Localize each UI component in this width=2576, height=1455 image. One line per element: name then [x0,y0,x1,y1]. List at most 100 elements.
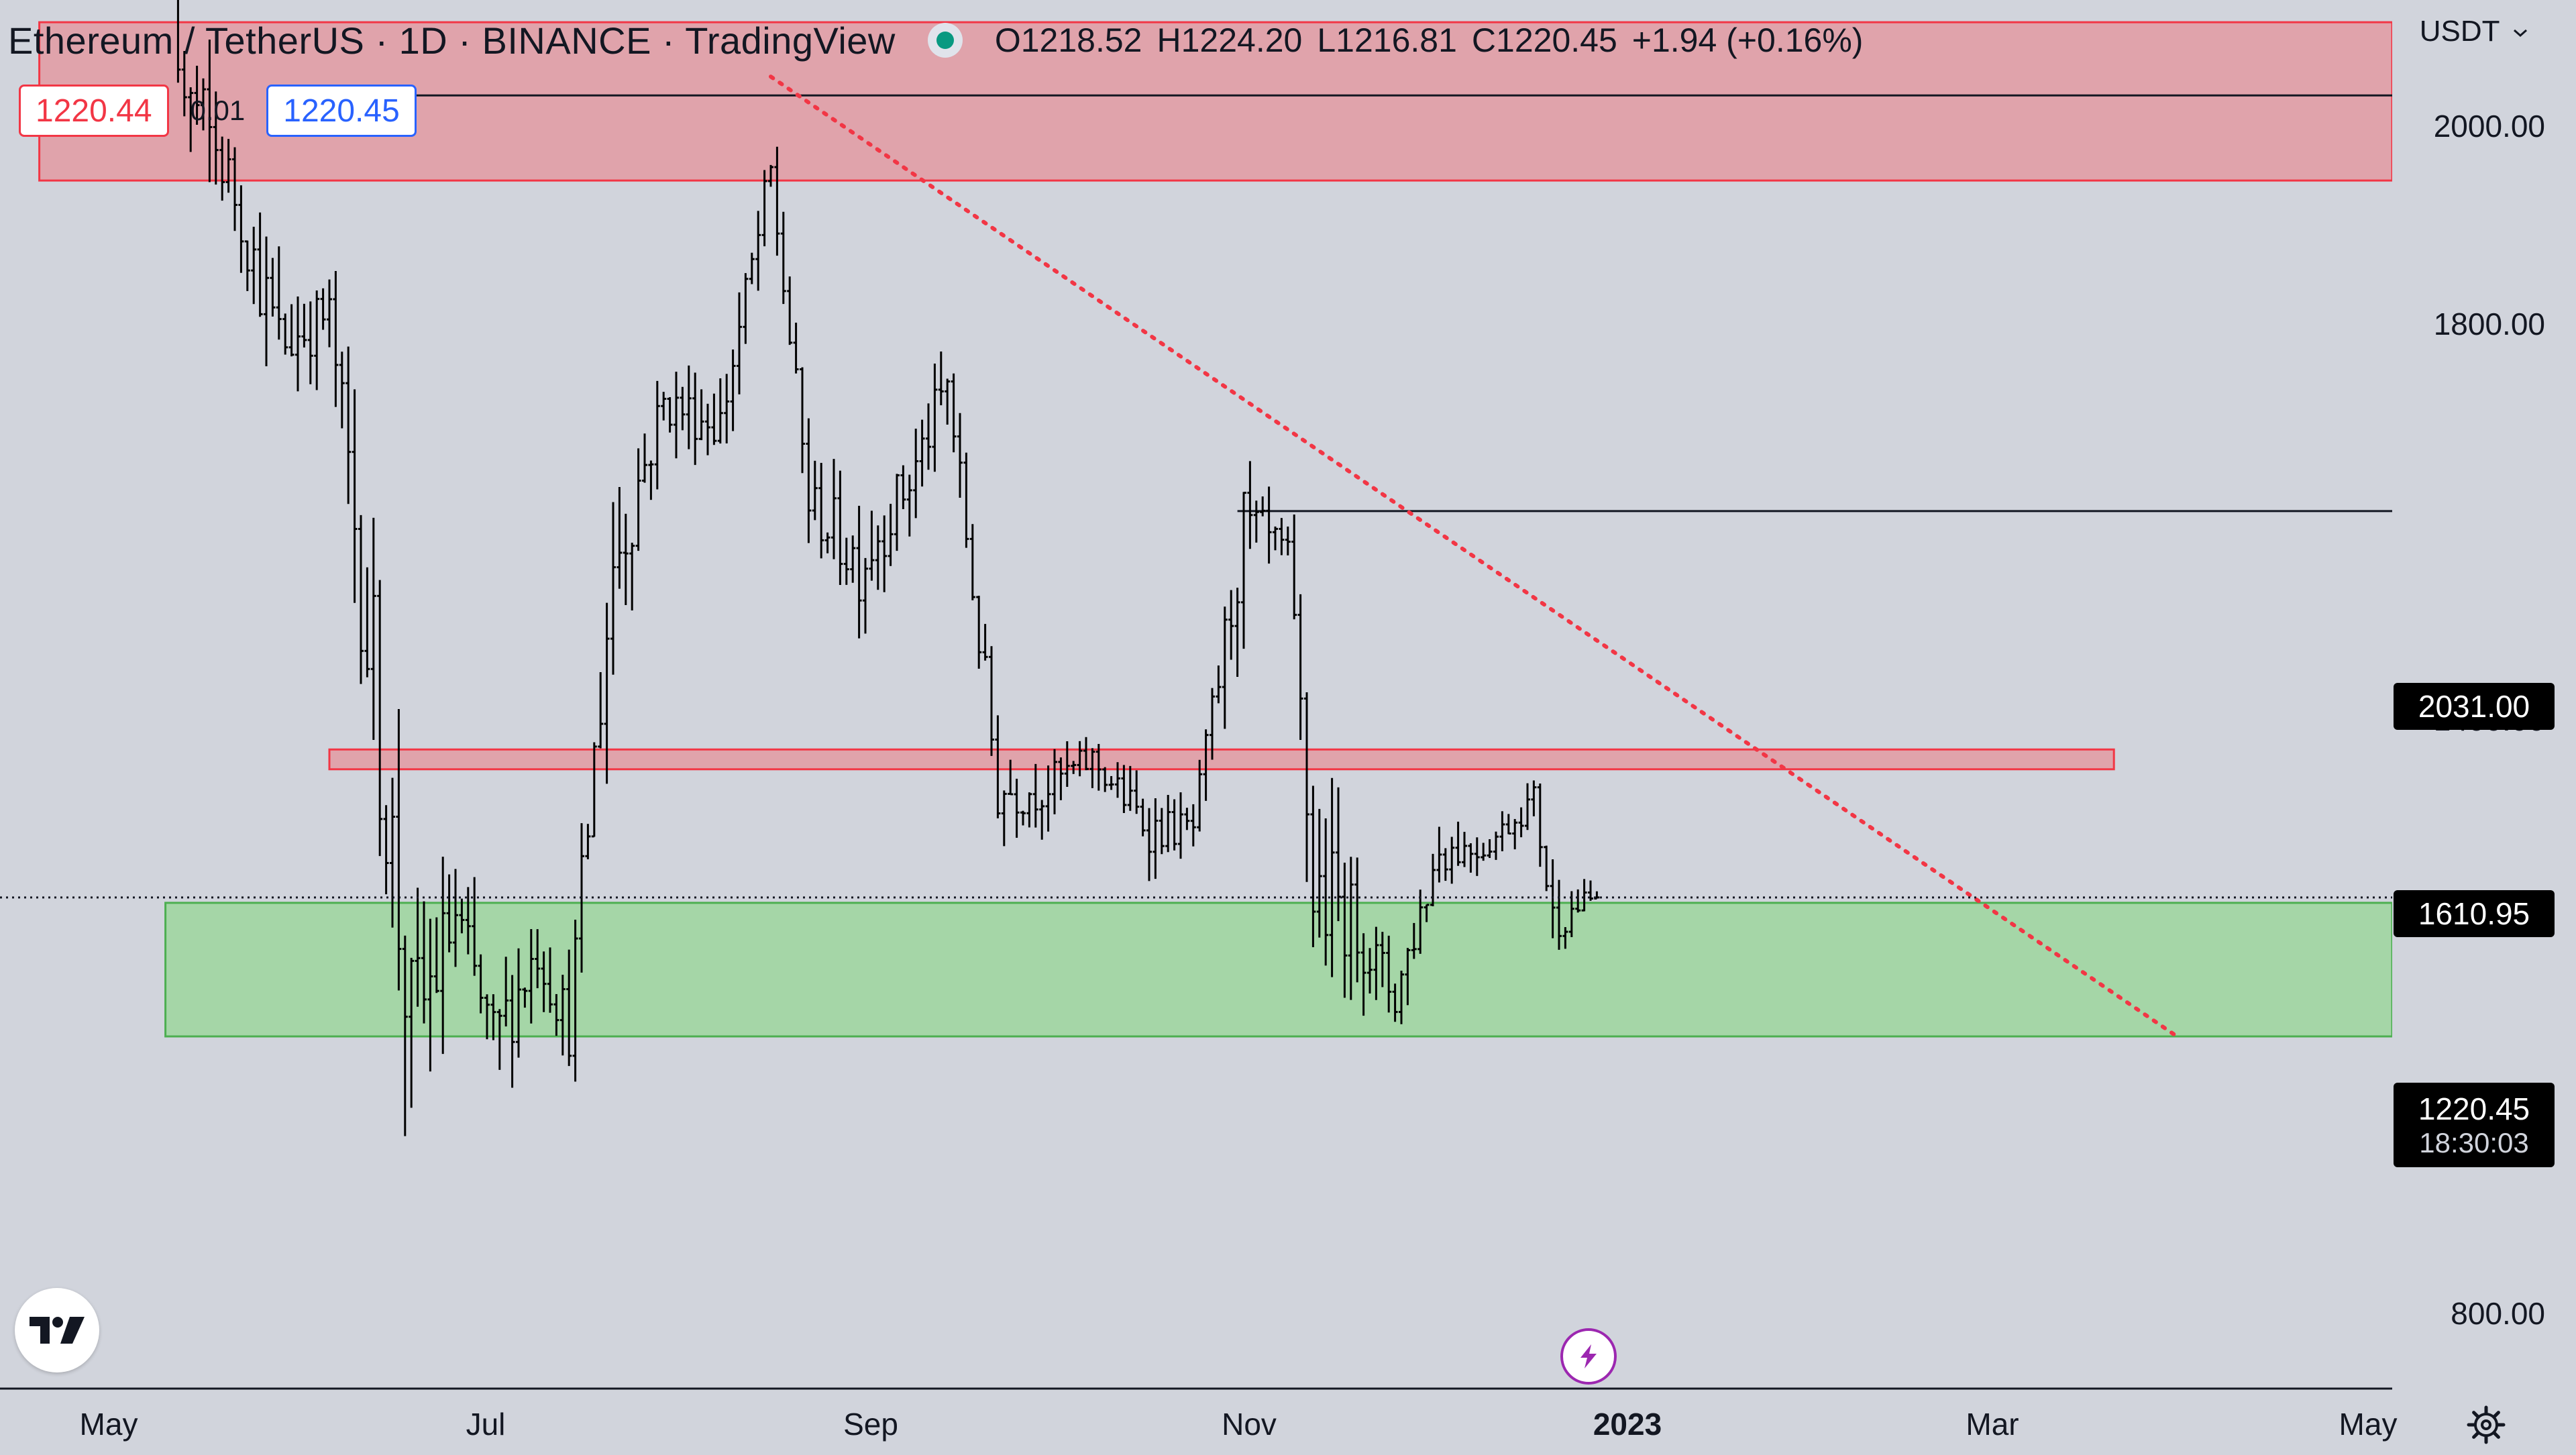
candle-73 [496,1009,502,1070]
candle-132 [869,510,875,581]
candle-182 [1184,808,1190,830]
candle-38 [276,246,282,340]
candle-45 [320,288,326,330]
candle-190 [1234,588,1240,677]
candle-171 [1115,762,1120,798]
trend-lines [769,74,2180,1038]
candle-56 [390,777,395,928]
candle-133 [875,525,881,590]
candle-88 [591,742,597,838]
candle-174 [1134,770,1140,814]
candle-230 [1487,839,1493,859]
candle-100 [667,397,673,433]
candle-202 [1310,786,1316,948]
candle-216 [1399,970,1404,1024]
candle-113 [749,252,755,284]
candle-23 [181,51,187,117]
candle-179 [1165,795,1171,853]
candle-94 [629,543,635,610]
candle-142 [932,364,938,472]
candle-65 [446,874,452,953]
candle-218 [1411,922,1417,959]
sell-button[interactable]: 1220.44 [19,85,169,137]
candle-159 [1039,800,1045,840]
candle-156 [1020,810,1026,826]
candle-242 [1562,927,1568,949]
candle-185 [1203,729,1209,801]
candle-110 [730,349,736,431]
candle-170 [1108,775,1114,790]
candle-239 [1544,845,1550,892]
candle-201 [1304,692,1309,882]
candle-147 [963,452,969,548]
candle-175 [1140,798,1146,837]
candle-31 [232,147,237,231]
time-tick-label: Sep [843,1407,898,1442]
candle-223 [1442,848,1448,881]
candle-30 [225,139,231,193]
ohlc-change: +1.94 (+0.16%) [1631,21,1864,59]
candle-210 [1360,933,1366,1016]
currency-label: USDT [2419,15,2500,48]
candle-164 [1071,761,1077,774]
candle-127 [837,470,843,586]
gear-icon[interactable] [2463,1402,2509,1448]
candle-90 [604,602,610,784]
currency-selector[interactable]: USDT [2420,15,2529,48]
candle-72 [490,994,496,1040]
candle-178 [1159,808,1165,855]
candle-149 [976,596,982,669]
candle-29 [219,136,225,201]
price-chart[interactable] [0,0,2392,1455]
candle-122 [806,418,812,543]
candle-222 [1436,826,1442,883]
candle-124 [818,463,824,559]
chevron-down-icon [2514,30,2527,38]
ohlc-low: L1216.81 [1317,21,1457,59]
candle-153 [1001,790,1007,847]
candle-152 [995,715,1001,818]
candle-140 [919,419,925,487]
time-tick-label: May [2339,1407,2398,1442]
candle-128 [843,537,849,585]
candle-49 [345,346,352,504]
candle-43 [307,301,313,384]
candle-130 [856,506,862,639]
price-marker-2031: 2031.00 [2394,683,2555,730]
candle-244 [1575,889,1581,913]
trade-panel: 1220.44 0.01 1220.45 [19,85,417,137]
candle-206 [1336,787,1341,922]
candle-180 [1171,799,1177,851]
price-tick-label: 800.00 [2451,1296,2545,1331]
symbol-title[interactable]: Ethereum / TetherUS · 1D · BINANCE · Tra… [8,19,896,62]
candle-183 [1190,804,1196,847]
lightning-icon[interactable] [1560,1328,1617,1385]
candle-165 [1077,741,1083,777]
candle-135 [888,504,894,566]
candle-163 [1064,741,1070,787]
candle-82 [553,993,559,1036]
tradingview-logo-icon[interactable] [15,1288,99,1372]
candle-105 [698,389,704,441]
candle-137 [900,465,906,510]
candle-172 [1121,765,1127,814]
candle-187 [1216,665,1222,704]
candle-245 [1581,879,1587,912]
candle-44 [314,290,320,390]
candle-158 [1032,763,1038,828]
candle-220 [1424,904,1430,922]
market-open-dot-icon [927,23,963,58]
candle-99 [661,392,667,421]
candle-112 [743,273,749,344]
zone-red-1 [38,21,2392,182]
candle-57 [396,708,402,991]
price-tick-label: 2000.00 [2433,109,2545,144]
candle-91 [610,502,616,675]
candle-109 [724,374,730,443]
candle-215 [1392,983,1398,1022]
candle-181 [1178,792,1183,859]
candle-81 [547,947,553,1013]
candle-98 [654,380,660,490]
buy-button[interactable]: 1220.45 [266,85,417,137]
